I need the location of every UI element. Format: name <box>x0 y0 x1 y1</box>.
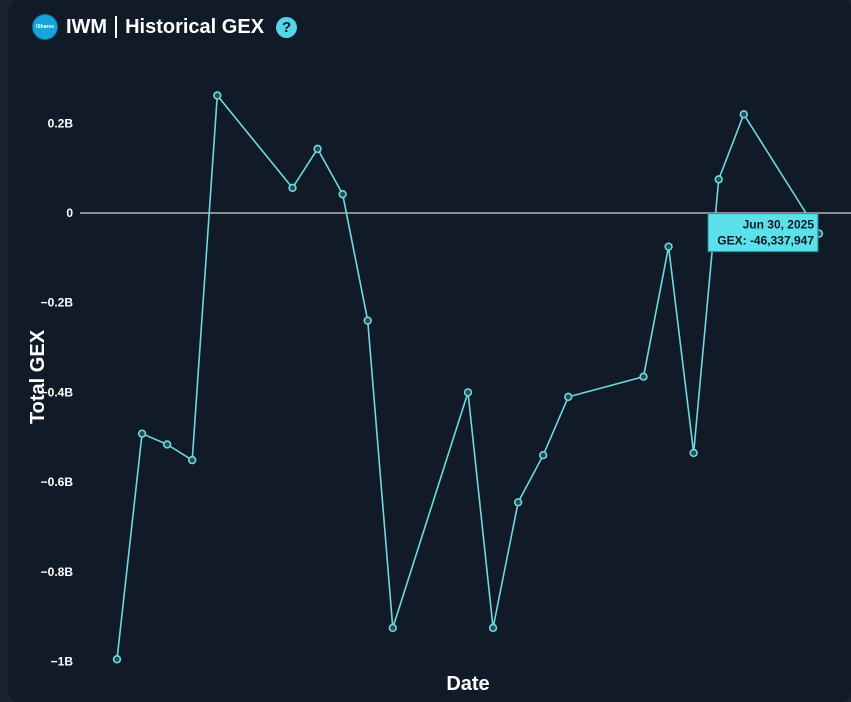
chart-panel: iShares IWM Historical GEX ? <box>8 0 851 702</box>
y-axis-ticks: 0.2B 0 −0.2B −0.4B −0.6B −0.8B −1B <box>41 116 74 668</box>
data-point[interactable] <box>162 440 172 449</box>
y-tick-label: −1B <box>51 655 74 669</box>
data-point[interactable] <box>488 623 498 633</box>
data-points <box>112 91 824 664</box>
y-tick-label: −0.6B <box>41 475 74 489</box>
series-line <box>116 93 820 660</box>
data-point[interactable] <box>213 91 222 100</box>
data-point[interactable] <box>137 429 147 438</box>
tooltip-value: GEX: -46,337,947 <box>717 234 814 248</box>
y-tick-label: −0.2B <box>41 296 74 310</box>
ishares-logo-icon: iShares <box>32 14 58 40</box>
y-tick-label: 0 <box>66 206 73 220</box>
ticker-label: IWM <box>66 15 108 38</box>
tooltip-date: Jun 30, 2025 <box>743 218 815 232</box>
help-icon[interactable]: ? <box>276 16 298 38</box>
data-point[interactable] <box>664 242 673 251</box>
tooltip: Jun 30, 2025 GEX: -46,337,947 <box>707 213 819 253</box>
data-point[interactable] <box>513 498 523 507</box>
tooltip-box <box>707 213 819 253</box>
data-point[interactable] <box>188 455 197 465</box>
y-tick-label: −0.8B <box>41 565 74 579</box>
y-axis-label: Total GEX <box>27 329 49 424</box>
data-point[interactable] <box>689 448 698 458</box>
x-axis-label: Date <box>446 673 489 695</box>
y-tick-label: 0.2B <box>48 116 74 130</box>
y-tick-label: −0.4B <box>41 385 74 399</box>
data-point[interactable] <box>388 623 397 633</box>
data-point[interactable] <box>288 183 297 193</box>
data-point[interactable] <box>338 189 347 199</box>
data-point[interactable] <box>539 450 548 460</box>
chart-title: Historical GEX <box>125 15 265 38</box>
chart-header: iShares IWM Historical GEX ? <box>32 14 298 40</box>
data-point[interactable] <box>313 144 322 154</box>
data-point[interactable] <box>112 655 122 664</box>
data-point[interactable] <box>739 110 748 119</box>
data-point[interactable] <box>714 175 723 184</box>
data-point[interactable] <box>639 372 648 381</box>
title-divider <box>115 16 118 38</box>
data-point[interactable] <box>363 316 372 325</box>
data-point[interactable] <box>564 392 573 402</box>
data-point[interactable] <box>463 388 473 397</box>
